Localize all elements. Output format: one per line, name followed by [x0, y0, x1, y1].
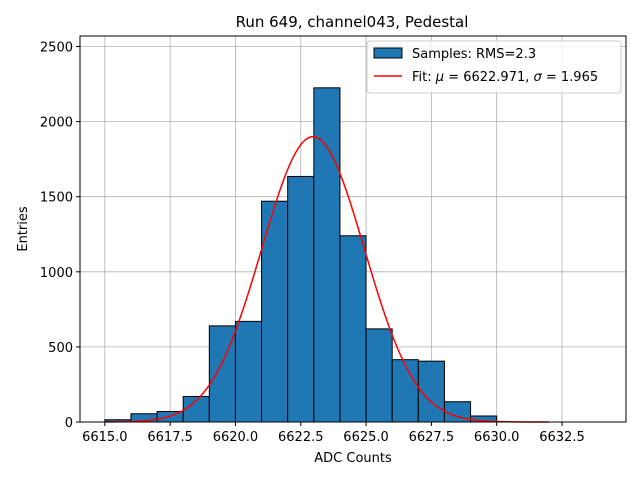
histogram-bar: [234, 320, 263, 423]
fit-curve: [104, 135, 549, 423]
y-axis-ticks: 0 500 1000 1500 2000 2500: [40, 41, 80, 431]
x-axis-label: ADC Counts: [314, 451, 392, 466]
y-tick-label: 500: [48, 341, 73, 356]
y-tick-label: 2500: [40, 41, 73, 56]
histogram-bar: [339, 235, 367, 423]
legend-swatch-samples: [373, 47, 403, 59]
histogram-bar: [365, 328, 393, 423]
chart-title: Run 649, channel043, Pedestal: [236, 13, 469, 31]
x-axis-ticks: 6615.0 6617.5 6620.0 6622.5 6625.0 6627.5 6630…: [82, 422, 585, 445]
x-tick-label: 6622.5: [278, 430, 324, 445]
histogram-bar: [287, 175, 315, 423]
y-tick-label: 1500: [40, 191, 73, 206]
x-tick-label: 6615.0: [82, 430, 128, 445]
x-tick-label: 6632.5: [539, 430, 585, 445]
axes-frame: [79, 35, 627, 423]
y-axis-label: Entries: [16, 206, 31, 252]
y-tick-label: 0: [65, 416, 73, 431]
histogram-bar: [261, 200, 289, 423]
histogram-bar: [313, 87, 341, 423]
x-tick-label: 6617.5: [147, 430, 193, 445]
x-tick-label: 6625.0: [343, 430, 389, 445]
x-tick-label: 6627.5: [409, 430, 455, 445]
histogram-bar: [417, 360, 445, 423]
legend-box: [366, 40, 622, 94]
x-tick-label: 6630.0: [474, 430, 520, 445]
histogram-bars: [104, 87, 498, 423]
y-tick-label: 1000: [40, 266, 73, 281]
y-tick-label: 2000: [40, 116, 73, 131]
histogram-bar: [391, 359, 419, 423]
legend-label-samples: Samples: RMS=2.3: [412, 47, 536, 62]
legend: Samples: RMS=2.3 Fit: μ = 6622.971, σ = …: [366, 40, 622, 94]
x-tick-label: 6620.0: [213, 430, 259, 445]
legend-label-fit: Fit: μ = 6622.971, σ = 1.965: [412, 70, 598, 85]
